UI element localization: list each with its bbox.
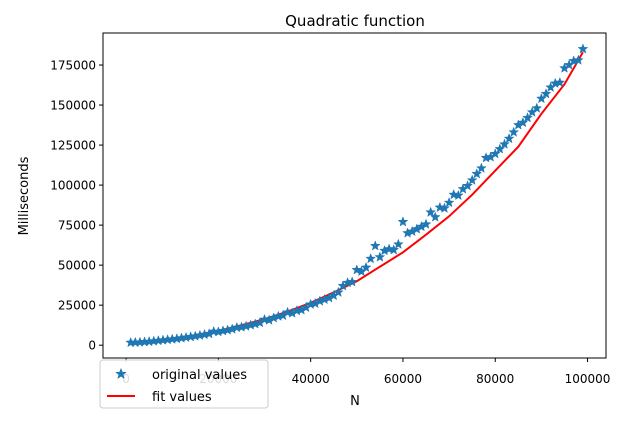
chart-title: Quadratic function — [285, 12, 425, 30]
y-tick-label: 175000 — [50, 59, 96, 73]
y-tick-label: 150000 — [50, 99, 96, 113]
y-tick-label: 25000 — [58, 299, 96, 313]
data-point — [429, 211, 441, 222]
data-point — [494, 143, 506, 154]
data-point — [466, 174, 478, 185]
data-point — [388, 244, 400, 255]
x-tick-label: 40000 — [292, 372, 330, 386]
data-point — [397, 216, 409, 227]
data-point — [443, 196, 455, 208]
data-point — [365, 253, 377, 264]
data-point — [452, 189, 464, 201]
y-axis: 0 25000 50000 75000 100000 125000 150000 175000 — [50, 59, 103, 353]
data-point — [351, 264, 363, 275]
data-point — [522, 112, 533, 123]
x-tick-label: 100000 — [565, 372, 611, 386]
data-point — [489, 148, 501, 159]
data-point — [535, 92, 547, 104]
data-point — [554, 76, 566, 88]
data-point — [374, 251, 386, 262]
data-point — [531, 102, 543, 113]
legend: original values fit values — [99, 359, 269, 409]
y-tick-label: 75000 — [58, 219, 96, 233]
data-point — [475, 162, 487, 173]
data-point — [360, 261, 372, 273]
data-point — [346, 276, 358, 287]
y-tick-label: 100000 — [50, 179, 96, 193]
data-point — [392, 238, 404, 249]
y-tick-label: 50000 — [58, 259, 96, 273]
marker-layer — [125, 43, 589, 348]
x-axis-label: N — [350, 394, 360, 409]
y-tick-label: 0 — [88, 339, 96, 353]
data-point — [425, 206, 437, 217]
legend-label-original: original values — [152, 368, 247, 383]
y-axis-label: Milliseconds — [17, 156, 32, 235]
x-tick-label: 80000 — [476, 372, 514, 386]
legend-star-icon — [115, 367, 127, 380]
y-tick-label: 125000 — [50, 139, 96, 153]
legend-label-fit: fit values — [152, 390, 212, 405]
data-point — [540, 88, 552, 99]
data-point — [517, 116, 529, 128]
data-point — [462, 180, 473, 191]
x-tick-label: 60000 — [384, 372, 422, 386]
legend-box — [99, 359, 269, 409]
data-point — [499, 138, 510, 149]
data-point — [572, 54, 584, 65]
plot-frame — [102, 32, 607, 359]
data-point — [420, 218, 432, 229]
data-point — [471, 168, 483, 179]
data-point — [332, 286, 344, 297]
data-point — [503, 132, 515, 144]
data-point — [508, 126, 520, 137]
data-point — [439, 202, 450, 213]
data-point — [369, 240, 381, 251]
data-point — [577, 43, 589, 54]
